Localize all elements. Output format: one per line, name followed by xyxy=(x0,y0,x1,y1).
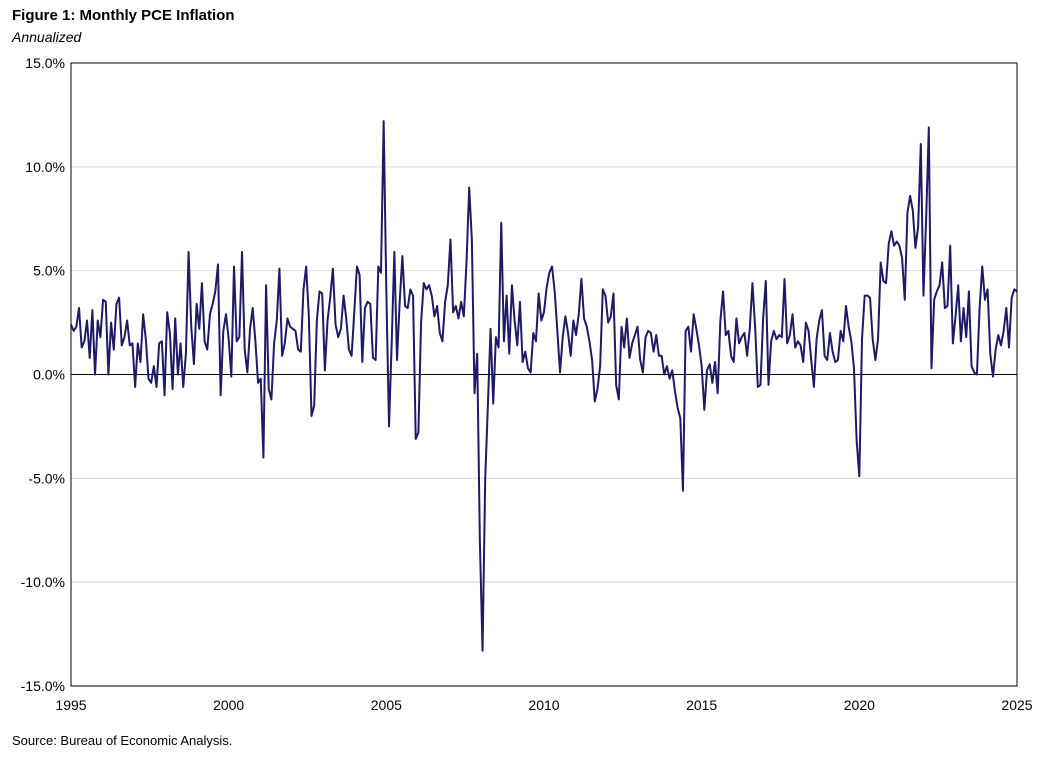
x-tick-label: 2025 xyxy=(1001,697,1032,713)
y-tick-label: -5.0% xyxy=(28,470,65,486)
y-axis-ticks: -15.0% -10.0% -5.0% 0.0% 5.0% 10.0% 15.0% xyxy=(21,55,65,694)
y-tick-label: -15.0% xyxy=(21,678,65,694)
chart-subtitle: Annualized xyxy=(12,29,82,45)
y-tick-label: 15.0% xyxy=(25,55,65,71)
source-note: Source: Bureau of Economic Analysis. xyxy=(12,733,233,748)
plot-frame xyxy=(70,62,1018,687)
series-layer xyxy=(70,120,1018,652)
x-tick-label: 2000 xyxy=(213,697,244,713)
x-tick-label: 1995 xyxy=(55,697,86,713)
y-tick-label: 10.0% xyxy=(25,159,65,175)
x-tick-label: 2015 xyxy=(686,697,717,713)
y-tick-label: 0.0% xyxy=(33,367,65,383)
y-tick-label: 5.0% xyxy=(33,263,65,279)
x-tick-label: 2020 xyxy=(844,697,875,713)
x-axis-ticks: 1995 2000 2005 2010 2015 2020 2025 xyxy=(55,697,1032,713)
x-tick-label: 2005 xyxy=(371,697,402,713)
x-tick-label: 2010 xyxy=(528,697,559,713)
chart-title: Figure 1: Monthly PCE Inflation xyxy=(12,7,235,24)
series-line xyxy=(70,120,1018,652)
y-tick-label: -10.0% xyxy=(21,574,65,590)
